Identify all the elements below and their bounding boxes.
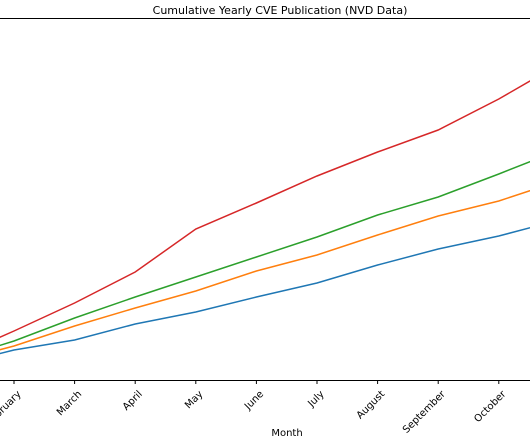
- x-tick-label: September: [401, 388, 448, 435]
- x-tick-label: February: [0, 389, 24, 428]
- x-tick-label: July: [305, 389, 326, 410]
- x-tick-label: October: [472, 388, 509, 425]
- x-tick-label: May: [183, 389, 205, 411]
- series-line: [0, 226, 530, 355]
- x-tick-label: March: [55, 389, 84, 418]
- x-tick-label: April: [121, 389, 145, 413]
- x-tick-label: August: [355, 389, 388, 422]
- series-line: [0, 160, 530, 347]
- x-axis-label: Month: [271, 428, 302, 439]
- chart-title: Cumulative Yearly CVE Publication (NVD D…: [153, 4, 408, 17]
- series-line: [0, 189, 530, 351]
- series-line: [0, 80, 530, 339]
- x-tick-label: June: [242, 389, 266, 413]
